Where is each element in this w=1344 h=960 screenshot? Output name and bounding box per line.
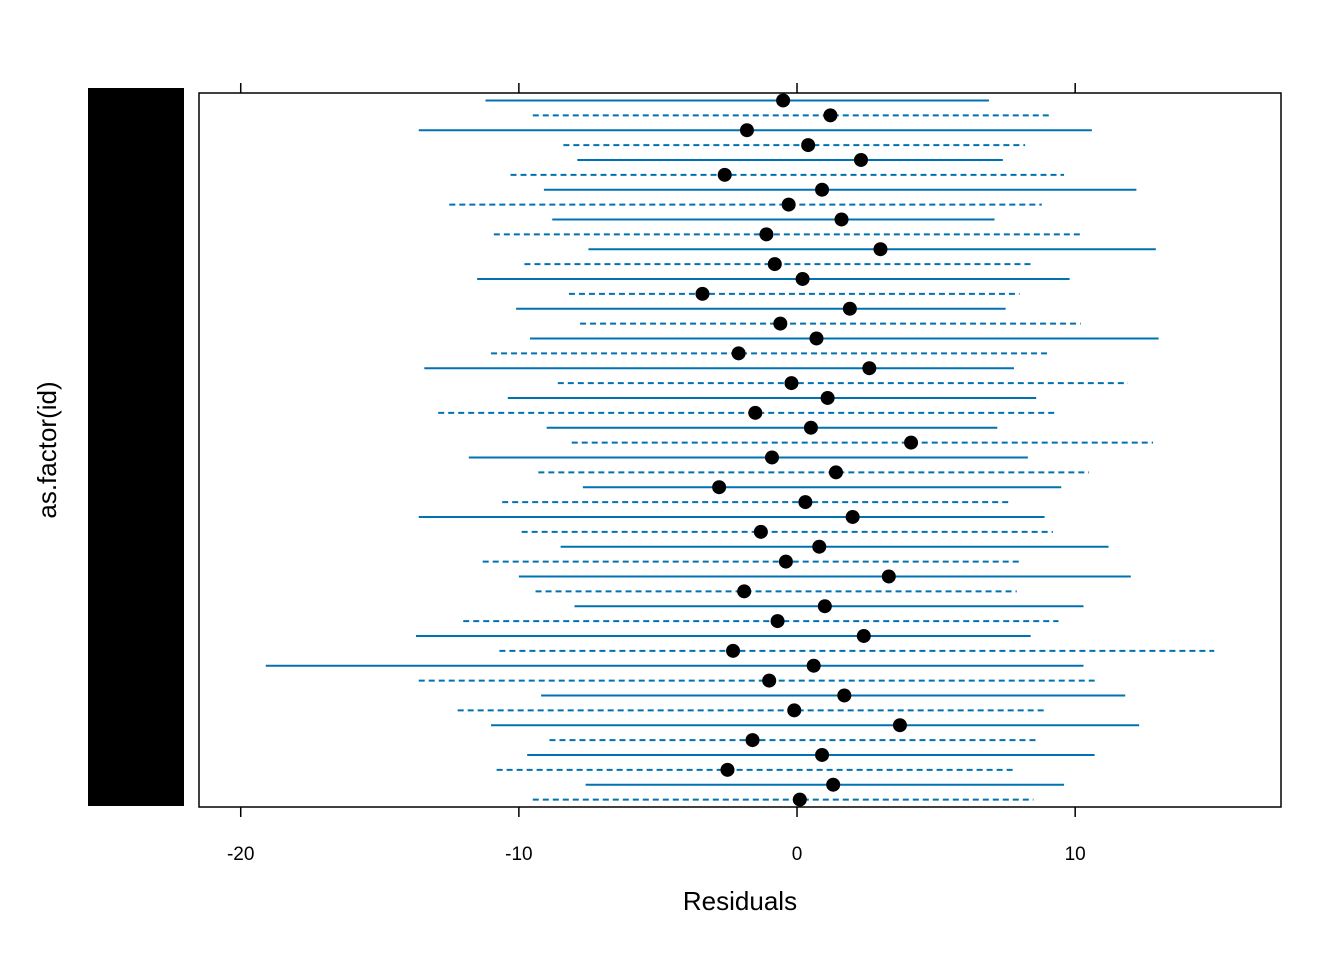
point bbox=[856, 628, 871, 643]
point bbox=[820, 390, 835, 405]
point bbox=[801, 138, 816, 153]
point bbox=[892, 718, 907, 733]
point bbox=[862, 361, 877, 376]
point bbox=[726, 643, 741, 658]
point bbox=[842, 301, 857, 316]
point bbox=[784, 376, 799, 391]
x-tick-label: 10 bbox=[1065, 844, 1086, 865]
point bbox=[904, 435, 919, 450]
point bbox=[762, 673, 777, 688]
point bbox=[812, 539, 827, 554]
point bbox=[837, 688, 852, 703]
point bbox=[817, 599, 832, 614]
point bbox=[853, 152, 868, 167]
point bbox=[845, 509, 860, 524]
point bbox=[792, 792, 807, 807]
point bbox=[764, 450, 779, 465]
point bbox=[834, 212, 849, 227]
point bbox=[748, 405, 763, 420]
point bbox=[770, 614, 785, 629]
y-axis-title: as.factor(id) bbox=[32, 381, 62, 518]
point bbox=[778, 554, 793, 569]
point bbox=[712, 480, 727, 495]
point bbox=[815, 747, 830, 762]
plot-frame bbox=[198, 92, 1282, 808]
x-axis-title: Residuals bbox=[683, 886, 797, 916]
point bbox=[795, 271, 810, 286]
point bbox=[798, 495, 813, 510]
point bbox=[720, 762, 735, 777]
point bbox=[826, 777, 841, 792]
point bbox=[759, 227, 774, 242]
point bbox=[731, 346, 746, 361]
point bbox=[823, 108, 838, 123]
point bbox=[745, 733, 760, 748]
point bbox=[781, 197, 796, 212]
point bbox=[767, 257, 782, 272]
point bbox=[773, 316, 788, 331]
point bbox=[881, 569, 896, 584]
point bbox=[717, 167, 732, 182]
x-tick-label: 0 bbox=[792, 844, 803, 865]
point bbox=[695, 286, 710, 301]
point bbox=[828, 465, 843, 480]
point bbox=[815, 182, 830, 197]
x-tick-label: -20 bbox=[227, 844, 254, 865]
point bbox=[739, 123, 754, 138]
point bbox=[787, 703, 802, 718]
x-tick-label: -10 bbox=[505, 844, 532, 865]
point bbox=[753, 524, 768, 539]
point bbox=[803, 420, 818, 435]
overplotted-id-labels bbox=[88, 88, 184, 806]
point bbox=[776, 93, 791, 108]
point bbox=[806, 658, 821, 673]
point bbox=[737, 584, 752, 599]
point bbox=[873, 242, 888, 257]
point bbox=[809, 331, 824, 346]
